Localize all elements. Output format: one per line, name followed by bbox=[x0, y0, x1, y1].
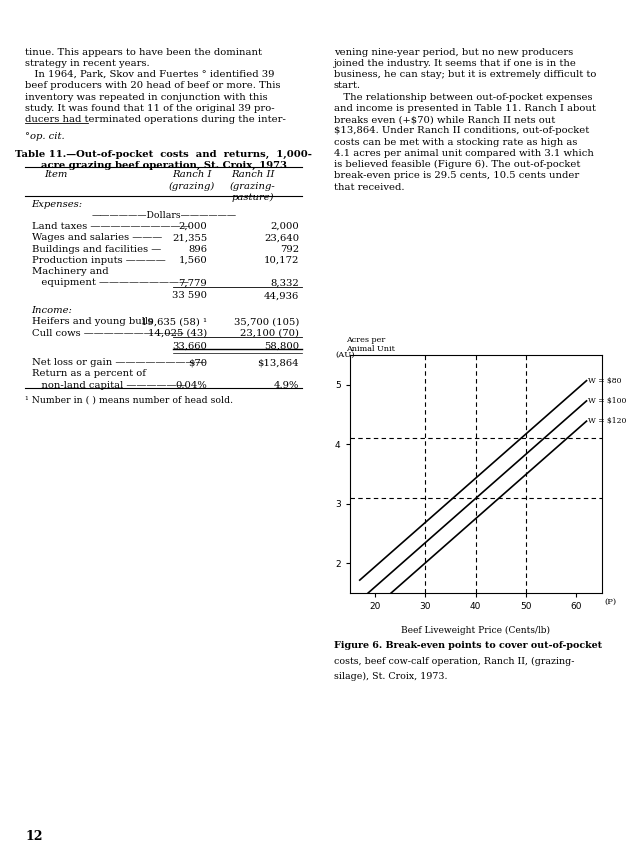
Text: 792: 792 bbox=[280, 244, 299, 254]
Text: 0.04%: 0.04% bbox=[176, 380, 207, 390]
Text: start.: start. bbox=[334, 81, 361, 90]
Text: $13,864. Under Ranch II conditions, out-of-pocket: $13,864. Under Ranch II conditions, out-… bbox=[334, 126, 589, 135]
Text: is believed feasible (Figure 6). The out-of-pocket: is believed feasible (Figure 6). The out… bbox=[334, 160, 580, 170]
Text: Net loss or gain —————————: Net loss or gain ————————— bbox=[32, 358, 205, 367]
Text: Cull cows ——————————: Cull cows —————————— bbox=[32, 328, 183, 338]
Text: 4.9%: 4.9% bbox=[274, 380, 299, 390]
Text: ——————Dollars——————: ——————Dollars—————— bbox=[91, 210, 236, 220]
Text: inventory was repeated in conjunction with this: inventory was repeated in conjunction wi… bbox=[25, 93, 268, 101]
Text: W = $120: W = $120 bbox=[588, 417, 626, 425]
Text: W = $100: W = $100 bbox=[588, 397, 626, 405]
Text: tinue. This appears to have been the dominant: tinue. This appears to have been the dom… bbox=[25, 48, 262, 56]
Text: 2,000: 2,000 bbox=[270, 222, 299, 231]
Text: $70: $70 bbox=[188, 358, 207, 367]
Text: 2,000: 2,000 bbox=[178, 222, 207, 231]
Text: 58,800: 58,800 bbox=[264, 341, 299, 351]
Text: W = $80: W = $80 bbox=[588, 377, 622, 385]
Text: 12: 12 bbox=[25, 830, 43, 843]
Text: (P): (P) bbox=[605, 598, 617, 605]
Text: Beef Liveweight Price (Cents/lb): Beef Liveweight Price (Cents/lb) bbox=[401, 626, 550, 636]
Text: 23,640: 23,640 bbox=[264, 233, 299, 242]
Text: joined the industry. It seems that if one is in the: joined the industry. It seems that if on… bbox=[334, 59, 577, 68]
Text: 14,025 (43): 14,025 (43) bbox=[148, 328, 207, 338]
Text: °op. cit.: °op. cit. bbox=[25, 132, 65, 140]
Text: and income is presented in Table 11. Ranch I about: and income is presented in Table 11. Ran… bbox=[334, 104, 596, 113]
Text: silage), St. Croix, 1973.: silage), St. Croix, 1973. bbox=[334, 672, 447, 682]
Text: strategy in recent years.: strategy in recent years. bbox=[25, 59, 150, 68]
Text: Item: Item bbox=[44, 171, 67, 179]
Text: Wages and salaries ———: Wages and salaries ——— bbox=[32, 233, 162, 242]
Text: 8,332: 8,332 bbox=[270, 278, 299, 288]
Text: break-even price is 29.5 cents, 10.5 cents under: break-even price is 29.5 cents, 10.5 cen… bbox=[334, 171, 579, 180]
Text: 4.1 acres per animal unit compared with 3.1 which: 4.1 acres per animal unit compared with … bbox=[334, 149, 594, 158]
Text: Return as a percent of: Return as a percent of bbox=[32, 369, 146, 378]
Text: 1,560: 1,560 bbox=[178, 255, 207, 265]
Text: acre grazing beef operation, St. Croix, 1973: acre grazing beef operation, St. Croix, … bbox=[41, 161, 287, 170]
Text: Expenses:: Expenses: bbox=[32, 199, 83, 209]
Text: In 1964, Park, Skov and Fuertes ° identified 39: In 1964, Park, Skov and Fuertes ° identi… bbox=[25, 70, 275, 79]
Text: 33 590: 33 590 bbox=[172, 291, 207, 301]
Text: Acres per
Animal Unit: Acres per Animal Unit bbox=[346, 336, 396, 353]
Text: (grazing): (grazing) bbox=[168, 182, 215, 191]
Text: $13,864: $13,864 bbox=[258, 358, 299, 367]
Text: equipment —————————: equipment ————————— bbox=[32, 278, 188, 288]
Text: (AU): (AU) bbox=[336, 351, 355, 359]
Text: Buildings and facilities —: Buildings and facilities — bbox=[32, 244, 161, 254]
Text: Production inputs ————: Production inputs ———— bbox=[32, 255, 165, 265]
Text: ¹ Number in ( ) means number of head sold.: ¹ Number in ( ) means number of head sol… bbox=[25, 395, 233, 404]
Text: Ranch I: Ranch I bbox=[172, 171, 211, 179]
Text: Figure 6. Break-even points to cover out-of-pocket: Figure 6. Break-even points to cover out… bbox=[334, 641, 602, 650]
Text: 21,355: 21,355 bbox=[172, 233, 207, 242]
Text: beef producers with 20 head of beef or more. This: beef producers with 20 head of beef or m… bbox=[25, 81, 281, 90]
Text: 23,100 (70): 23,100 (70) bbox=[240, 328, 299, 338]
Text: Machinery and: Machinery and bbox=[32, 267, 108, 276]
Text: costs can be met with a stocking rate as high as: costs can be met with a stocking rate as… bbox=[334, 138, 577, 146]
Text: 19,635 (58) ¹: 19,635 (58) ¹ bbox=[141, 317, 207, 326]
Text: 33,660: 33,660 bbox=[173, 341, 207, 351]
Text: study. It was found that 11 of the original 39 pro-: study. It was found that 11 of the origi… bbox=[25, 104, 275, 113]
Text: non-land capital ——————: non-land capital —————— bbox=[32, 380, 186, 390]
Text: (grazing-: (grazing- bbox=[229, 182, 275, 191]
Text: 10,172: 10,172 bbox=[264, 255, 299, 265]
Text: The relationship between out-of-pocket expenses: The relationship between out-of-pocket e… bbox=[334, 93, 592, 101]
Text: that received.: that received. bbox=[334, 183, 404, 191]
Text: business, he can stay; but it is extremely difficult to: business, he can stay; but it is extreme… bbox=[334, 70, 596, 79]
Text: 44,936: 44,936 bbox=[264, 291, 299, 301]
Text: ducers had terminated operations during the inter-: ducers had terminated operations during … bbox=[25, 115, 286, 124]
Text: 896: 896 bbox=[188, 244, 207, 254]
Text: Land taxes ——————————: Land taxes —————————— bbox=[32, 222, 190, 231]
Text: Ranch II: Ranch II bbox=[231, 171, 274, 179]
Text: Heifers and young bulls: Heifers and young bulls bbox=[32, 317, 152, 326]
Text: Table 11.—Out-of-pocket  costs  and  returns,  1,000-: Table 11.—Out-of-pocket costs and return… bbox=[15, 150, 312, 158]
Text: 35,700 (105): 35,700 (105) bbox=[234, 317, 299, 326]
Text: 7,779: 7,779 bbox=[178, 278, 207, 288]
Text: vening nine-year period, but no new producers: vening nine-year period, but no new prod… bbox=[334, 48, 573, 56]
Text: breaks even (+$70) while Ranch II nets out: breaks even (+$70) while Ranch II nets o… bbox=[334, 115, 555, 124]
Text: Income:: Income: bbox=[32, 306, 72, 315]
Text: pasture): pasture) bbox=[231, 193, 274, 202]
Text: costs, beef cow-calf operation, Ranch II, (grazing-: costs, beef cow-calf operation, Ranch II… bbox=[334, 656, 575, 666]
